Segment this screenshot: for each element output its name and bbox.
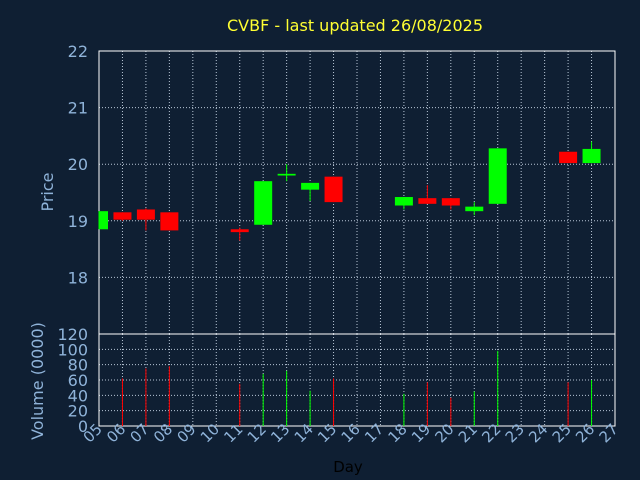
candle-15 bbox=[324, 176, 343, 203]
volume-panel-frame bbox=[98, 333, 616, 427]
volume-tick-label: 0 bbox=[78, 417, 88, 436]
candle-body bbox=[488, 148, 507, 204]
candle-body bbox=[160, 212, 179, 231]
volume-bars bbox=[121, 350, 593, 426]
x-tick-labels: 0506070809101112131415161718192021222324… bbox=[80, 420, 622, 446]
candle-body bbox=[324, 176, 343, 203]
price-tick-label: 20 bbox=[68, 155, 88, 174]
candle-19 bbox=[418, 185, 437, 204]
price-grid bbox=[98, 50, 616, 334]
candle-body bbox=[301, 182, 320, 190]
candle-body bbox=[136, 209, 155, 220]
candle-body bbox=[559, 151, 578, 164]
candle-12 bbox=[254, 181, 273, 225]
candle-body bbox=[254, 181, 273, 225]
price-tick-labels: 18 19 20 21 22 bbox=[68, 42, 88, 287]
candle-05 bbox=[98, 211, 108, 230]
price-axis-label: Price bbox=[38, 172, 57, 211]
candles bbox=[98, 141, 601, 241]
x-axis-label: Day bbox=[333, 458, 363, 476]
price-tick-label: 19 bbox=[68, 212, 88, 231]
candle-body bbox=[277, 173, 296, 176]
candle-21 bbox=[465, 202, 484, 216]
price-tick-label: 22 bbox=[68, 42, 88, 61]
price-tick-label: 18 bbox=[68, 268, 88, 287]
candle-20 bbox=[441, 198, 460, 210]
candle-body bbox=[99, 211, 108, 230]
candle-08 bbox=[160, 212, 179, 231]
candle-11 bbox=[230, 227, 249, 241]
candle-07 bbox=[136, 208, 155, 231]
candle-14 bbox=[301, 182, 320, 201]
volume-tick-label: 100 bbox=[57, 340, 88, 359]
candle-22 bbox=[488, 148, 507, 204]
candle-body bbox=[230, 229, 249, 233]
candle-body bbox=[113, 212, 132, 220]
price-tick-label: 21 bbox=[68, 99, 88, 118]
candle-13 bbox=[277, 164, 296, 182]
candle-body bbox=[418, 198, 437, 204]
volume-tick-label: 40 bbox=[68, 386, 88, 405]
chart-title: CVBF - last updated 26/08/2025 bbox=[227, 16, 483, 35]
candle-body bbox=[441, 198, 460, 206]
candle-body bbox=[465, 206, 484, 212]
volume-axis-label: Volume (0000) bbox=[28, 322, 47, 440]
candle-18 bbox=[394, 197, 413, 210]
candle-body bbox=[582, 148, 601, 164]
candle-26 bbox=[582, 141, 601, 164]
volume-tick-label: 20 bbox=[68, 402, 88, 421]
volume-tick-label: 120 bbox=[57, 325, 88, 344]
volume-tick-label: 60 bbox=[68, 371, 88, 390]
candle-25 bbox=[559, 151, 578, 164]
volume-tick-label: 80 bbox=[68, 356, 88, 375]
candle-body bbox=[394, 197, 413, 206]
candle-06 bbox=[113, 212, 132, 221]
